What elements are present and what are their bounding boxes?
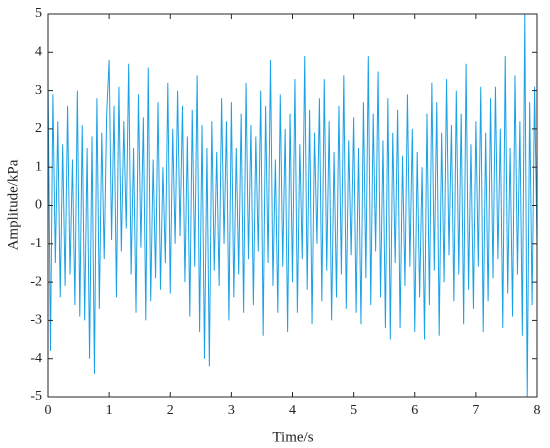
x-tick-label: 7 <box>472 403 479 418</box>
x-tick-label: 2 <box>167 403 174 418</box>
y-tick-label: 5 <box>35 6 42 21</box>
x-tick-label: 3 <box>228 403 235 418</box>
x-tick-label: 0 <box>45 403 52 418</box>
x-tick-label: 1 <box>106 403 113 418</box>
y-tick-label: -3 <box>30 313 42 328</box>
x-tick-label: 8 <box>534 403 541 418</box>
x-tick-label: 5 <box>350 403 357 418</box>
y-tick-label: 2 <box>35 121 42 136</box>
y-axis-label: Amplitude/kPa <box>5 159 21 250</box>
y-tick-label: -1 <box>30 236 42 251</box>
y-tick-label: 4 <box>35 45 42 60</box>
y-tick-label: -2 <box>30 274 42 289</box>
y-tick-label: -5 <box>30 389 42 404</box>
x-axis-label: Time/s <box>272 429 313 445</box>
y-tick-label: 0 <box>35 198 42 213</box>
y-tick-label: -4 <box>30 351 42 366</box>
y-tick-label: 3 <box>35 83 42 98</box>
x-tick-label: 4 <box>289 403 296 418</box>
plot-frame <box>47 13 538 398</box>
x-tick-label: 6 <box>411 403 418 418</box>
data-line <box>47 13 538 398</box>
y-tick-label: 1 <box>35 159 42 174</box>
